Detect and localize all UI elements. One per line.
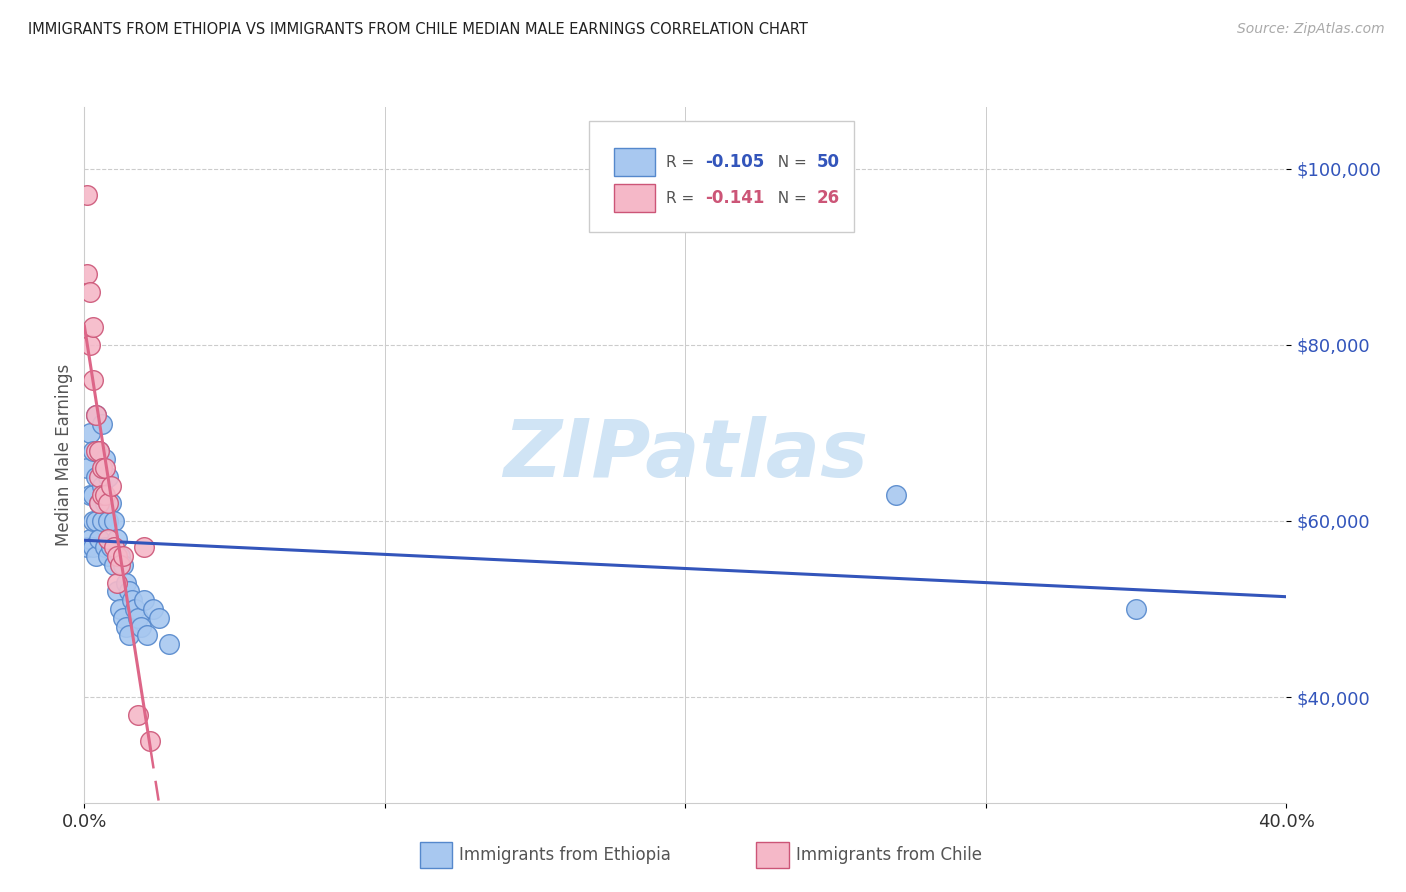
Point [86,409,108,423]
Text: N =: N = [768,191,813,205]
Point [121,593,143,607]
Point [115,575,138,590]
Point [142,602,165,616]
Point [89,443,111,458]
Point [134,541,156,555]
Point [79,338,101,352]
Point [97,470,120,484]
Point [86,443,108,458]
Point [94,487,117,501]
Point [86,470,108,484]
Point [82,514,104,528]
Point [76,461,98,475]
Text: 26: 26 [817,189,839,207]
Text: R =: R = [666,191,699,205]
Point [157,637,180,651]
Point [94,496,117,510]
Point [107,532,129,546]
Point [94,452,117,467]
Point [91,514,114,528]
Point [91,487,114,501]
Point [100,541,122,555]
Text: IMMIGRANTS FROM ETHIOPIA VS IMMIGRANTS FROM CHILE MEDIAN MALE EARNINGS CORRELATI: IMMIGRANTS FROM ETHIOPIA VS IMMIGRANTS F… [28,22,808,37]
Point [94,461,117,475]
Text: -0.105: -0.105 [704,153,763,171]
Point [89,496,111,510]
Point [1125,602,1147,616]
Point [79,285,101,299]
Point [103,558,125,572]
Text: R =: R = [666,154,699,169]
Point [884,487,907,501]
Point [100,496,122,510]
Point [89,443,111,458]
Y-axis label: Median Male Earnings: Median Male Earnings [55,364,73,546]
Point [79,532,101,546]
Point [89,532,111,546]
Point [76,541,98,555]
Point [115,620,138,634]
Text: Source: ZipAtlas.com: Source: ZipAtlas.com [1237,22,1385,37]
Point [110,558,132,572]
Point [148,611,170,625]
Point [139,734,162,748]
Point [97,514,120,528]
Point [107,584,129,599]
Point [91,417,114,431]
Text: Immigrants from Chile: Immigrants from Chile [796,846,981,864]
Point [79,487,101,501]
Text: ZIPatlas: ZIPatlas [503,416,868,494]
Point [79,425,101,440]
Point [86,409,108,423]
Point [91,461,114,475]
Point [107,549,129,564]
Text: 50: 50 [817,153,839,171]
Point [134,593,156,607]
Point [107,575,129,590]
Point [100,479,122,493]
Point [112,558,135,572]
Point [82,373,104,387]
Point [91,479,114,493]
Point [97,549,120,564]
Point [97,532,120,546]
Point [94,541,117,555]
Point [103,514,125,528]
Point [89,470,111,484]
Point [82,443,104,458]
Point [124,602,146,616]
Point [89,496,111,510]
Point [86,514,108,528]
Point [76,268,98,282]
Point [82,487,104,501]
Point [131,620,153,634]
Point [118,584,141,599]
Point [136,628,159,642]
Point [103,541,125,555]
FancyBboxPatch shape [614,148,655,177]
Point [86,549,108,564]
Point [127,611,149,625]
Point [82,320,104,334]
Point [82,541,104,555]
Point [118,628,141,642]
Point [76,188,98,202]
Text: Immigrants from Ethiopia: Immigrants from Ethiopia [460,846,671,864]
Point [127,707,149,722]
FancyBboxPatch shape [614,184,655,212]
Text: -0.141: -0.141 [704,189,763,207]
Point [97,496,120,510]
Point [112,611,135,625]
Text: N =: N = [768,154,813,169]
Point [110,602,132,616]
Point [112,549,135,564]
FancyBboxPatch shape [420,842,453,868]
FancyBboxPatch shape [589,121,853,232]
FancyBboxPatch shape [756,842,789,868]
Point [110,549,132,564]
